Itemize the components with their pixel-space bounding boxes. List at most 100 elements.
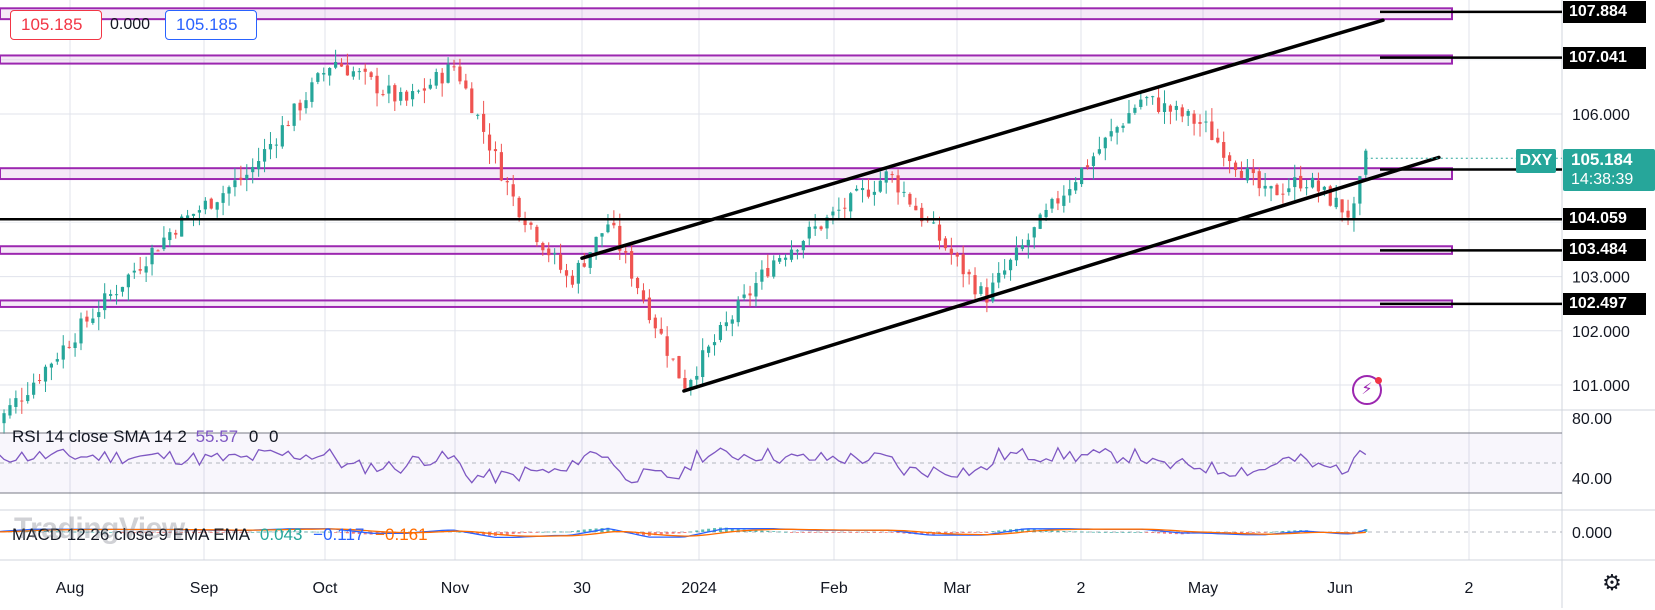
zone-box	[0, 245, 1453, 255]
macd-histogram-bar	[902, 532, 906, 534]
lightning-icon[interactable]: ⚡	[1352, 375, 1382, 405]
macd-histogram-bar	[263, 531, 267, 533]
macd-legend[interactable]: MACD 12 26 close 9 EMA EMA 0.043 −0.117 …	[12, 525, 428, 545]
macd-histogram-bar	[298, 531, 302, 533]
sell-price-pill[interactable]: 105.185	[10, 10, 102, 40]
macd-histogram-bar	[920, 532, 924, 535]
macd-histogram-bar	[517, 532, 521, 534]
macd-histogram-bar	[831, 532, 835, 533]
macd-histogram-bar	[233, 532, 237, 533]
macd-histogram-bar	[825, 532, 829, 533]
candle-body	[523, 218, 527, 226]
candle-body	[1097, 149, 1101, 154]
candle-body	[855, 188, 859, 191]
macd-histogram-bar	[707, 528, 711, 532]
candle-body	[594, 236, 598, 254]
macd-histogram-bar	[671, 532, 675, 534]
macd-histogram-bar	[340, 532, 344, 533]
candle-body	[997, 272, 1001, 283]
macd-histogram-bar	[606, 527, 610, 532]
candle-body	[1180, 107, 1184, 117]
macd-histogram-bar	[985, 532, 989, 533]
macd-histogram-bar	[345, 532, 349, 534]
macd-histogram-bar	[588, 528, 592, 532]
candle-body	[422, 88, 427, 91]
macd-histogram-bar	[268, 531, 272, 533]
candle-body	[896, 175, 900, 193]
macd-histogram-bar	[1145, 532, 1149, 533]
macd-histogram-bar	[748, 530, 752, 532]
time-axis-label: 30	[573, 580, 591, 597]
buy-price-pill[interactable]: 105.185	[165, 10, 257, 40]
candle-body	[487, 134, 492, 151]
macd-histogram-bar	[943, 532, 947, 534]
candle-body	[499, 152, 503, 181]
candle-body	[547, 248, 551, 256]
candle-body	[97, 312, 101, 318]
candle-body	[114, 294, 119, 296]
zone-box	[0, 299, 1453, 308]
macd-histogram-bar	[1062, 531, 1066, 532]
candle-body	[1287, 188, 1291, 193]
macd-histogram-bar	[636, 532, 640, 535]
candle-body	[375, 75, 379, 94]
macd-histogram-bar	[115, 531, 119, 533]
macd-histogram-bar	[535, 532, 539, 533]
rsi-value: 55.57	[195, 427, 239, 446]
macd-histogram-bar	[191, 532, 195, 533]
candle-body	[1121, 125, 1125, 128]
candle-body	[274, 144, 278, 146]
macd-histogram-bar	[1239, 532, 1243, 534]
macd-histogram-bar	[754, 530, 758, 532]
level-price-tag: 107.041	[1563, 46, 1646, 69]
candle-body	[37, 380, 42, 382]
candle-body	[120, 286, 125, 292]
zone-box	[0, 167, 1453, 181]
macd-histogram-bar	[274, 531, 278, 533]
candle-body	[671, 358, 675, 360]
time-axis-label: 2024	[681, 580, 717, 597]
macd-signal-value: −0.161	[375, 525, 428, 544]
macd-histogram-bar	[547, 531, 551, 533]
candle-body	[458, 66, 462, 82]
candle-body	[914, 205, 918, 211]
candle-body	[902, 191, 906, 193]
time-axis-label: 2	[1465, 580, 1474, 597]
macd-histogram-bar	[896, 532, 900, 534]
macd-histogram-bar	[541, 531, 545, 533]
time-axis-label: Feb	[820, 580, 848, 597]
macd-histogram-bar	[1020, 528, 1024, 532]
candle-body	[961, 254, 965, 275]
candle-body	[890, 174, 894, 176]
candle-body	[553, 252, 557, 255]
macd-histogram-bar	[286, 531, 290, 532]
rsi-legend[interactable]: RSI 14 close SMA 14 2 55.57 0 0	[12, 427, 279, 447]
candle-body	[564, 270, 569, 276]
candle-body	[1293, 177, 1297, 188]
candle-body	[73, 342, 77, 349]
candle-body	[724, 322, 728, 327]
candle-body	[233, 180, 237, 188]
macd-histogram-bar	[91, 531, 95, 533]
candle-body	[339, 63, 344, 67]
macd-histogram-bar	[55, 531, 59, 533]
candle-body	[1322, 186, 1326, 190]
candle-body	[286, 125, 290, 127]
macd-histogram-bar	[162, 532, 166, 533]
macd-histogram-bar	[120, 532, 124, 533]
macd-histogram-bar	[85, 531, 89, 533]
settings-gear-icon[interactable]: ⚙	[1602, 570, 1622, 595]
macd-hist-value: 0.043	[259, 525, 303, 544]
price-axis-tick-label: 106.000	[1572, 107, 1630, 124]
candle-body	[126, 274, 130, 288]
candle-body	[1074, 182, 1078, 191]
candle-body	[1364, 150, 1368, 175]
macd-histogram-bar	[665, 532, 669, 535]
candle-body	[760, 269, 764, 282]
macd-histogram-bar	[565, 531, 569, 533]
candle-body	[1228, 155, 1232, 162]
candle-body	[1186, 111, 1190, 116]
macd-histogram-bar	[38, 530, 42, 532]
bar-countdown: 14:38:39	[1571, 171, 1634, 188]
